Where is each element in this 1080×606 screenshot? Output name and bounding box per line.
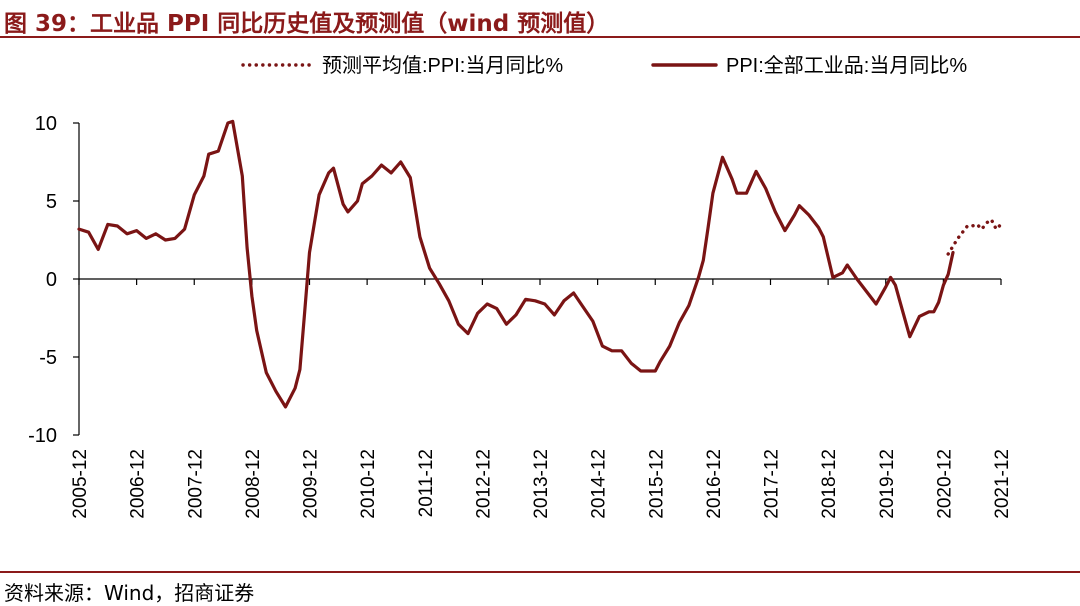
y-tick-label: 0	[46, 269, 57, 291]
x-tick-label: 2011-12	[416, 449, 437, 517]
y-tick-label: -5	[39, 347, 57, 369]
x-tick-label: 2018-12	[819, 449, 840, 519]
source-divider	[0, 571, 1080, 573]
plot-area	[77, 119, 1003, 409]
x-axis: 2005-12 2006-12 2007-12 2008-12 2009-12 2010-…	[70, 278, 1013, 519]
legend-ppi-label: PPI:全部工业品:当月同比%	[726, 54, 967, 77]
y-tick-label: 5	[46, 191, 57, 213]
legend: 预测平均值:PPI:当月同比% PPI:全部工业品:当月同比%	[241, 54, 967, 77]
y-tick-label: 10	[35, 113, 57, 135]
x-tick-label: 2013-12	[531, 449, 552, 519]
x-tick-label: 2007-12	[185, 449, 206, 519]
x-tick-label: 2019-12	[877, 449, 898, 519]
title-row: 图 39：工业品 PPI 同比历史值及预测值（wind 预测值）	[0, 0, 1080, 38]
x-tick-label: 2021-12	[992, 449, 1013, 519]
x-tick-label: 2016-12	[704, 449, 725, 519]
source-note: 资料来源：Wind，招商证券	[4, 581, 255, 605]
y-axis: 10 5 0 -5 -10	[28, 113, 80, 447]
y-tick-label: -10	[28, 425, 57, 447]
x-tick-label: 2008-12	[243, 449, 264, 519]
x-tick-label: 2006-12	[128, 449, 149, 519]
x-tick-label: 2005-12	[70, 449, 91, 519]
chart-title: 图 39：工业品 PPI 同比历史值及预测值（wind 预测值）	[4, 11, 610, 37]
x-tick-label: 2010-12	[358, 449, 379, 519]
x-tick-label: 2012-12	[473, 449, 494, 519]
x-tick-label: 2014-12	[589, 449, 610, 519]
ppi-series-line	[77, 119, 955, 409]
title-divider	[0, 36, 1080, 38]
x-tick-label: 2015-12	[646, 449, 667, 519]
legend-forecast-label: 预测平均值:PPI:当月同比%	[322, 54, 563, 77]
x-tick-label: 2009-12	[301, 449, 322, 519]
x-tick-label: 2020-12	[934, 449, 955, 519]
ppi-line-chart: 预测平均值:PPI:当月同比% PPI:全部工业品:当月同比% 10 5 0 -5 -10…	[28, 54, 1013, 519]
forecast-series-line	[946, 218, 1003, 256]
x-tick-label: 2017-12	[762, 449, 783, 519]
